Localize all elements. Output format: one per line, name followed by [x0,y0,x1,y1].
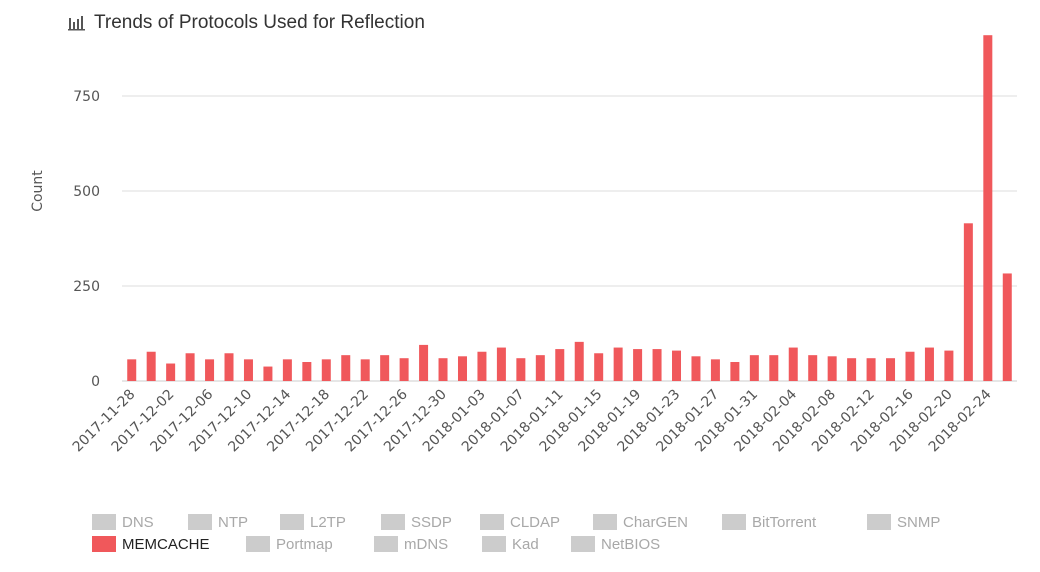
legend-item-kad[interactable]: Kad [482,534,539,554]
legend-label: DNS [122,513,154,531]
bar-chart-icon [68,16,85,31]
legend-item-snmp[interactable]: SNMP [867,512,940,532]
legend-item-memcache[interactable]: MEMCACHE [92,534,210,554]
bar[interactable] [710,359,720,381]
bar[interactable] [847,358,857,381]
bar[interactable] [808,355,818,381]
legend-item-ssdp[interactable]: SSDP [381,512,452,532]
bar[interactable] [127,359,137,381]
bar[interactable] [496,347,506,381]
legend-item-chargen[interactable]: CharGEN [593,512,688,532]
bar[interactable] [944,350,954,381]
legend-label: MEMCACHE [122,535,210,553]
bar[interactable] [477,351,487,381]
legend-label: NTP [218,513,248,531]
bar[interactable] [380,355,390,381]
bar[interactable] [341,355,351,381]
bar[interactable] [516,358,526,381]
bar[interactable] [594,353,604,381]
legend-swatch [571,536,595,552]
bar[interactable] [613,347,623,381]
legend-swatch [92,514,116,530]
bar[interactable] [633,349,643,381]
legend-label: NetBIOS [601,535,661,553]
bar[interactable] [205,359,215,381]
legend-label: CLDAP [510,513,561,531]
bar[interactable] [691,356,701,381]
bar[interactable] [146,351,156,381]
bar[interactable] [166,363,176,381]
bar[interactable] [730,362,740,381]
legend-item-dns[interactable]: DNS [92,512,154,532]
legend-label: Portmap [276,535,333,553]
legend-label: SNMP [897,513,941,531]
bar[interactable] [302,362,312,381]
bar[interactable] [282,359,292,381]
bar[interactable] [983,35,993,381]
legend-label: SSDP [411,513,452,531]
bar[interactable] [457,356,467,381]
legend-swatch [280,514,304,530]
legend-row: MEMCACHE Portmap mDNS Kad NetBIOS [92,534,992,556]
legend-swatch [381,514,405,530]
legend-swatch [246,536,270,552]
legend-item-cldap[interactable]: CLDAP [480,512,560,532]
bar[interactable] [438,358,448,381]
bar[interactable] [555,349,565,381]
legend-item-portmap[interactable]: Portmap [246,534,333,554]
y-tick-label: 750 [73,89,100,105]
legend-item-mdns[interactable]: mDNS [374,534,448,554]
legend-swatch [867,514,891,530]
legend-swatch [92,536,116,552]
bar[interactable] [419,344,429,381]
legend-swatch [593,514,617,530]
legend-label: mDNS [404,535,449,553]
legend-item-ntp[interactable]: NTP [188,512,248,532]
bar[interactable] [866,358,876,381]
bar[interactable] [263,366,273,381]
bar[interactable] [185,353,195,381]
legend-swatch [374,536,398,552]
legend-swatch [188,514,212,530]
bar[interactable] [574,341,584,381]
bar[interactable] [224,353,234,381]
bar[interactable] [963,223,973,381]
legend-label: BitTorrent [752,513,817,531]
legend-label: Kad [512,535,539,553]
bar[interactable] [652,349,662,381]
bar[interactable] [886,358,896,381]
y-axis-label: Count [30,170,46,212]
legend-swatch [482,536,506,552]
legend-swatch [480,514,504,530]
bar[interactable] [321,359,331,381]
bar[interactable] [905,351,915,381]
chart-title: Trends of Protocols Used for Reflection [68,12,425,34]
bar[interactable] [672,350,682,381]
bar[interactable] [924,347,934,381]
bar[interactable] [399,358,409,381]
bar[interactable] [1002,273,1012,381]
y-tick-label: 0 [91,374,100,390]
bar[interactable] [535,355,545,381]
y-tick-label: 250 [73,279,100,295]
legend-row: DNS NTP L2TP SSDP CLDAP CharGEN BitTorrent SNMP [92,512,992,534]
legend: DNS NTP L2TP SSDP CLDAP CharGEN BitTorrent SNMP… [92,512,992,556]
bar[interactable] [769,355,779,381]
legend-item-l2tp[interactable]: L2TP [280,512,346,532]
bar[interactable] [360,359,370,381]
bar[interactable] [788,347,798,381]
y-tick-label: 500 [73,184,100,200]
bar[interactable] [827,356,837,381]
chart-title-text: Trends of Protocols Used for Reflection [94,12,425,33]
legend-label: L2TP [310,513,346,531]
legend-item-bittorrent[interactable]: BitTorrent [722,512,816,532]
legend-item-netbios[interactable]: NetBIOS [571,534,660,554]
legend-swatch [722,514,746,530]
bar[interactable] [749,355,759,381]
bar[interactable] [243,359,253,381]
legend-label: CharGEN [623,513,689,531]
